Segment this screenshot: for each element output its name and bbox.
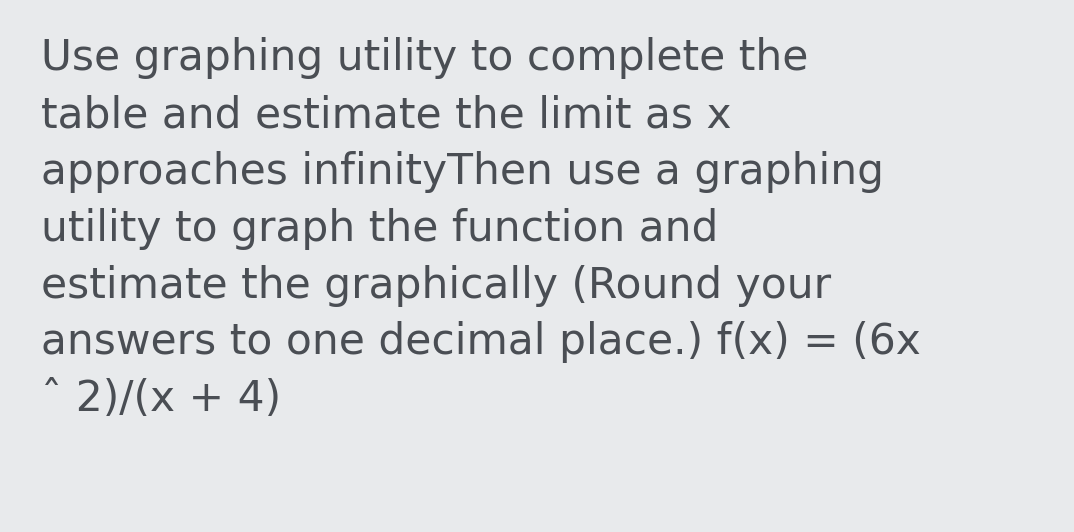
Text: Use graphing utility to complete the
table and estimate the limit as x
approache: Use graphing utility to complete the tab… bbox=[41, 37, 920, 420]
